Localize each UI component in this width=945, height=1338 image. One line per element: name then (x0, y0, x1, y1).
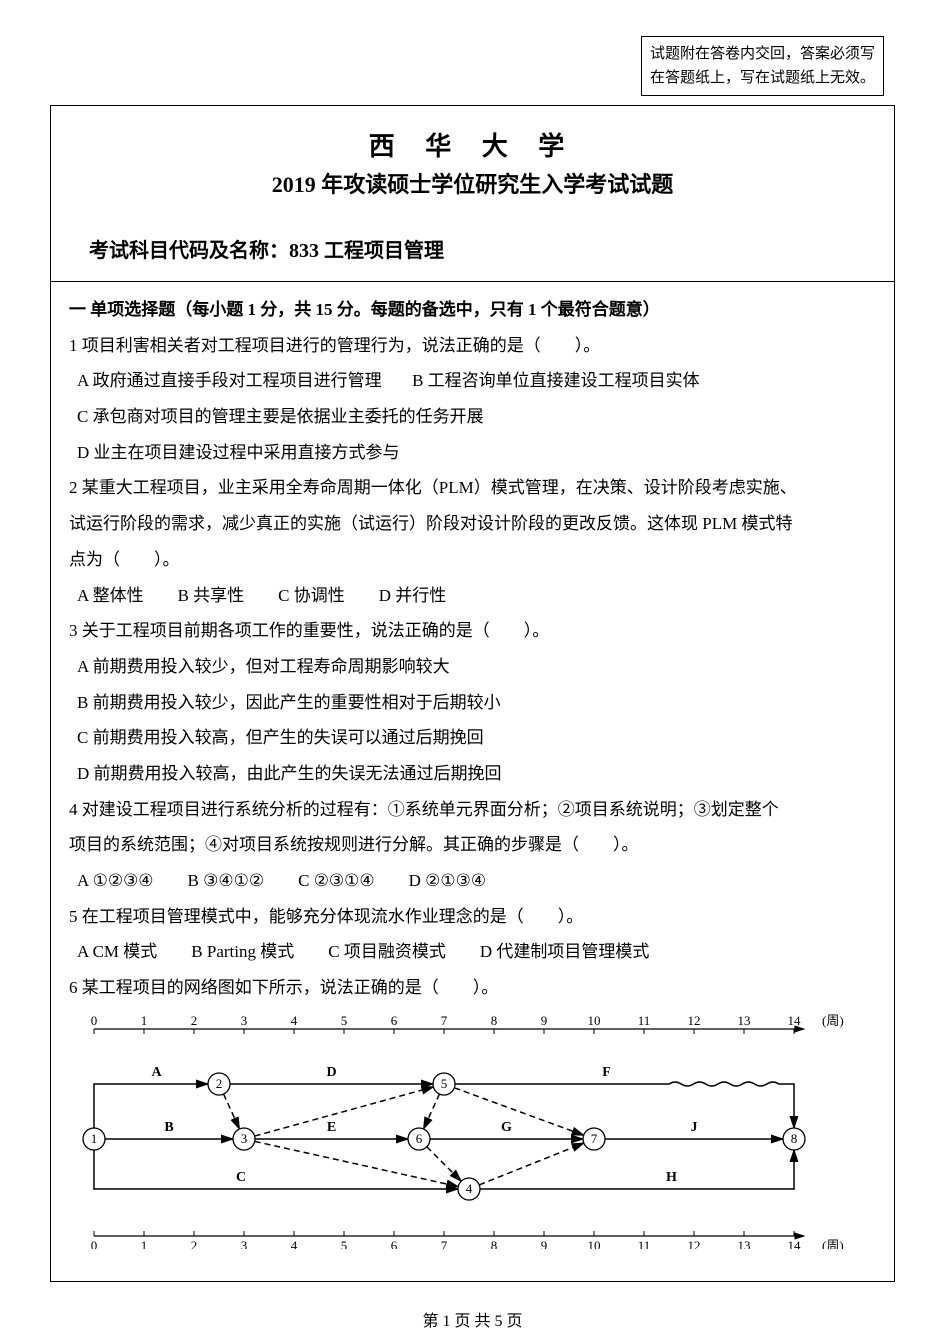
svg-text:11: 11 (638, 1014, 651, 1028)
q3-optA: A 前期费用投入较少，但对工程寿命周期影响较大 (69, 649, 876, 685)
exam-page-frame: 试题附在答卷内交回，答案必须写 在答题纸上，写在试题纸上无效。 西 华 大 学 … (50, 105, 895, 1282)
q1-optC: C 承包商对项目的管理主要是依据业主委托的任务开展 (69, 399, 876, 435)
svg-text:4: 4 (291, 1238, 298, 1249)
svg-text:7: 7 (441, 1238, 448, 1249)
svg-text:1: 1 (141, 1238, 148, 1249)
svg-text:1: 1 (141, 1014, 148, 1028)
svg-text:D: D (326, 1065, 336, 1080)
svg-text:7: 7 (591, 1131, 598, 1146)
network-diagram: 01234567891011121314(周)01234567891011121… (79, 1014, 876, 1262)
svg-text:8: 8 (491, 1014, 498, 1028)
notice-line-1: 试题附在答卷内交回，答案必须写 (650, 42, 875, 66)
svg-text:3: 3 (241, 1014, 248, 1028)
svg-text:9: 9 (541, 1238, 548, 1249)
svg-text:4: 4 (291, 1014, 298, 1028)
q5-stem: 5 在工程项目管理模式中，能够充分体现流水作业理念的是（ ）。 (69, 899, 876, 935)
svg-text:H: H (666, 1170, 677, 1185)
svg-text:12: 12 (688, 1238, 701, 1249)
svg-text:B: B (164, 1120, 173, 1135)
svg-text:7: 7 (441, 1014, 448, 1028)
q5-options: A CM 模式 B Parting 模式 C 项目融资模式 D 代建制项目管理模… (69, 934, 876, 970)
svg-text:6: 6 (416, 1131, 423, 1146)
page-footer: 第 1 页 共 5 页 (50, 1307, 895, 1331)
svg-text:F: F (602, 1065, 611, 1080)
q4-options: A ①②③④ B ③④①② C ②③①④ D ②①③④ (69, 863, 876, 899)
notice-box: 试题附在答卷内交回，答案必须写 在答题纸上，写在试题纸上无效。 (641, 36, 884, 96)
svg-text:3: 3 (241, 1238, 248, 1249)
q1-optD: D 业主在项目建设过程中采用直接方式参与 (69, 435, 876, 471)
exam-title: 2019 年攻读硕士学位研究生入学考试试题 (71, 167, 874, 199)
svg-text:J: J (691, 1120, 698, 1135)
subject-line: 考试科目代码及名称：833 工程项目管理 (71, 234, 874, 271)
svg-text:14: 14 (788, 1014, 802, 1028)
network-svg: 01234567891011121314(周)01234567891011121… (79, 1014, 859, 1249)
svg-text:13: 13 (738, 1014, 751, 1028)
svg-text:3: 3 (241, 1131, 248, 1146)
svg-text:G: G (501, 1120, 512, 1135)
section-1-header: 一 单项选择题（每小题 1 分，共 15 分。每题的备选中，只有 1 个最符合题… (69, 292, 876, 328)
svg-text:8: 8 (491, 1238, 498, 1249)
q1-stem: 1 项目利害相关者对工程项目进行的管理行为，说法正确的是（ ）。 (69, 328, 876, 364)
svg-text:9: 9 (541, 1014, 548, 1028)
svg-text:10: 10 (588, 1238, 601, 1249)
q4-stem-line2: 项目的系统范围；④对项目系统按规则进行分解。其正确的步骤是（ ）。 (69, 827, 876, 863)
q3-optC: C 前期费用投入较高，但产生的失误可以通过后期挽回 (69, 720, 876, 756)
svg-text:2: 2 (216, 1076, 223, 1091)
q2-stem-line1: 2 某重大工程项目，业主采用全寿命周期一体化（PLM）模式管理，在决策、设计阶段… (69, 470, 876, 506)
svg-text:2: 2 (191, 1238, 198, 1249)
svg-text:5: 5 (341, 1014, 348, 1028)
q1-optA: A 政府通过直接手段对工程项目进行管理 (77, 371, 382, 390)
svg-text:10: 10 (588, 1014, 601, 1028)
university-name: 西 华 大 学 (71, 126, 874, 163)
svg-text:A: A (151, 1065, 162, 1080)
notice-line-2: 在答题纸上，写在试题纸上无效。 (650, 66, 875, 90)
svg-text:8: 8 (791, 1131, 798, 1146)
header-section: 西 华 大 学 2019 年攻读硕士学位研究生入学考试试题 考试科目代码及名称：… (51, 106, 894, 281)
q6-stem: 6 某工程项目的网络图如下所示，说法正确的是（ ）。 (69, 970, 876, 1006)
svg-text:13: 13 (738, 1238, 751, 1249)
q2-stem-line3: 点为（ ）。 (69, 542, 876, 578)
q3-optB: B 前期费用投入较少，因此产生的重要性相对于后期较小 (69, 685, 876, 721)
svg-text:2: 2 (191, 1014, 198, 1028)
svg-text:0: 0 (91, 1014, 98, 1028)
svg-text:C: C (236, 1170, 246, 1185)
svg-text:5: 5 (441, 1076, 448, 1091)
q1-optB: B 工程咨询单位直接建设工程项目实体 (412, 371, 700, 390)
svg-text:4: 4 (466, 1181, 473, 1196)
svg-text:5: 5 (341, 1238, 348, 1249)
svg-text:1: 1 (91, 1131, 98, 1146)
svg-text:0: 0 (91, 1238, 98, 1249)
svg-text:E: E (327, 1120, 336, 1135)
svg-text:11: 11 (638, 1238, 651, 1249)
svg-text:12: 12 (688, 1014, 701, 1028)
q3-stem: 3 关于工程项目前期各项工作的重要性，说法正确的是（ ）。 (69, 613, 876, 649)
svg-text:6: 6 (391, 1014, 398, 1028)
svg-text:(周): (周) (822, 1014, 844, 1028)
svg-text:14: 14 (788, 1238, 802, 1249)
q1-options-row1: A 政府通过直接手段对工程项目进行管理 B 工程咨询单位直接建设工程项目实体 (69, 363, 876, 399)
q2-options: A 整体性 B 共享性 C 协调性 D 并行性 (69, 578, 876, 614)
svg-text:(周): (周) (822, 1238, 844, 1249)
svg-text:6: 6 (391, 1238, 398, 1249)
q4-stem-line1: 4 对建设工程项目进行系统分析的过程有：①系统单元界面分析；②项目系统说明；③划… (69, 792, 876, 828)
q2-stem-line2: 试运行阶段的需求，减少真正的实施（试运行）阶段对设计阶段的更改反馈。这体现 PL… (69, 506, 876, 542)
content-area: 一 单项选择题（每小题 1 分，共 15 分。每题的备选中，只有 1 个最符合题… (51, 282, 894, 1281)
q3-optD: D 前期费用投入较高，由此产生的失误无法通过后期挽回 (69, 756, 876, 792)
